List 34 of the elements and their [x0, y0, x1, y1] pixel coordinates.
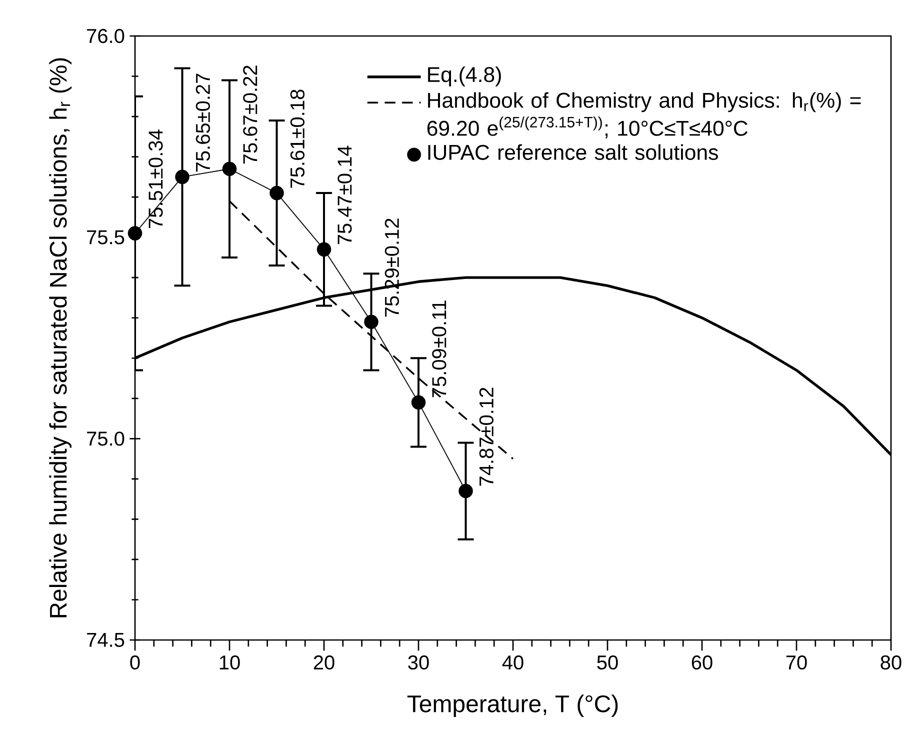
data-label: 75.29±0.12 [384, 218, 400, 317]
data-label: 75.09±0.11 [432, 300, 446, 398]
point [458, 484, 473, 498]
point [270, 186, 284, 200]
x-tick-label: 20 [314, 655, 334, 670]
point [175, 170, 190, 184]
x-tick-label: 80 [880, 655, 902, 670]
data-label: 75.61±0.18 [290, 90, 305, 188]
legend-label: Eq.(4.8) [428, 66, 501, 86]
point [222, 162, 237, 176]
y-tick-label: 75.5 [87, 230, 124, 244]
x-axis-title: Temperature, T (°C) [407, 694, 618, 718]
x-tick-label: 50 [597, 655, 618, 670]
data-label: 75.51±0.34 [148, 130, 163, 228]
x-tick-label: 10 [220, 655, 240, 670]
x-tick-label: 40 [502, 655, 524, 670]
legend-label: IUPAC reference salt solutions [428, 144, 718, 160]
point [316, 242, 332, 257]
x-tick-label: 60 [692, 655, 712, 670]
point [411, 395, 426, 410]
data-label: 75.47±0.14 [338, 146, 352, 244]
y-tick-label: 76.0 [87, 28, 124, 44]
y-tick-label: 75.0 [87, 432, 124, 446]
data-label: 75.65±0.27 [196, 74, 210, 172]
y-axis-title: Relative humidity for saturated NaCl solutions, h$_{r}$ (%) [49, 58, 72, 618]
x-tick-label: 70 [786, 655, 807, 670]
x-tick-label: 0 [130, 655, 140, 670]
y-tick-label: 74.5 [87, 633, 124, 647]
x-tick-label: 30 [408, 655, 429, 670]
data-label: 74.87±0.12 [479, 388, 494, 486]
point [128, 226, 142, 240]
point [364, 314, 378, 330]
data-label: 75.67±0.22 [243, 66, 258, 164]
text: Handbook of Chemistry and Physics: h$_{r}$(%) = 69.20 e$^{(25/(273.15+T))}$; 10°C≤T≤40°C [427, 92, 861, 138]
